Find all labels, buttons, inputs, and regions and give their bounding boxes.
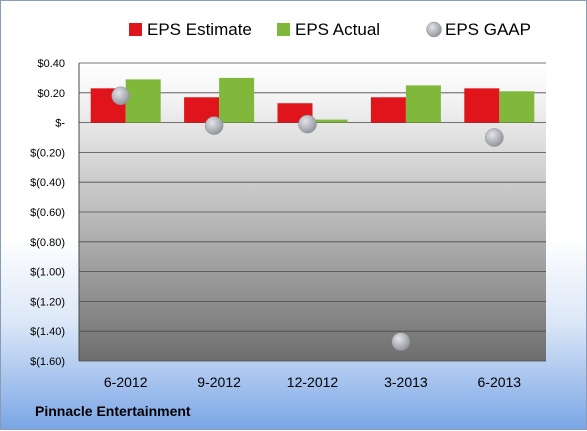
y-tick-label: $0.40 xyxy=(37,58,65,70)
y-tick-label: $(0.20) xyxy=(30,147,65,159)
y-tick-label: $(1.60) xyxy=(30,356,65,368)
company-name: Pinnacle Entertainment xyxy=(35,403,191,419)
eps-actual-bar xyxy=(125,79,161,123)
y-tick-label: $(0.80) xyxy=(30,237,65,249)
legend-swatch xyxy=(426,21,442,38)
x-tick-label: 9-2012 xyxy=(197,374,241,390)
y-tick-label: $(0.60) xyxy=(30,207,65,219)
legend-swatch xyxy=(129,23,142,36)
eps-actual-bar xyxy=(219,77,255,123)
eps-estimate-bar xyxy=(370,97,406,123)
legend-label: EPS Actual xyxy=(295,20,380,39)
y-tick-label: $- xyxy=(55,118,65,130)
y-tick-label: $(1.00) xyxy=(30,267,65,279)
y-tick-label: $0.20 xyxy=(37,88,65,100)
gaap-points xyxy=(111,86,504,351)
x-tick-label: 12-2012 xyxy=(287,374,339,390)
bars xyxy=(90,77,535,123)
y-axis-ticks: $0.40 $0.20 $- $(0.20) $(0.40) $(0.60) $(0.80)… xyxy=(30,58,65,368)
x-tick-label: 6-2013 xyxy=(478,374,522,390)
eps-gaap-point xyxy=(204,116,224,135)
eps-gaap-point xyxy=(391,332,411,351)
eps-gaap-point xyxy=(111,86,130,106)
eps-actual-bar xyxy=(405,85,441,123)
legend-label: EPS GAAP xyxy=(445,20,531,39)
y-tick-label: $(1.20) xyxy=(30,296,65,308)
legend-swatch xyxy=(277,23,290,36)
eps-gaap-point xyxy=(485,128,504,147)
eps-gaap-point xyxy=(298,114,317,134)
x-tick-label: 6-2012 xyxy=(104,374,148,390)
eps-actual-bar xyxy=(499,91,535,123)
x-axis-labels: 6-2012 9-2012 12-2012 3-2013 6-2013 xyxy=(104,374,521,390)
y-tick-label: $(0.40) xyxy=(30,177,65,189)
x-tick-label: 3-2013 xyxy=(384,374,428,390)
legend-label: EPS Estimate xyxy=(147,20,252,39)
eps-actual-bar xyxy=(312,119,348,123)
eps-estimate-bar xyxy=(464,88,500,123)
y-tick-label: $(1.40) xyxy=(30,326,65,338)
legend: EPS Estimate EPS Actual EPS GAAP xyxy=(129,20,531,39)
